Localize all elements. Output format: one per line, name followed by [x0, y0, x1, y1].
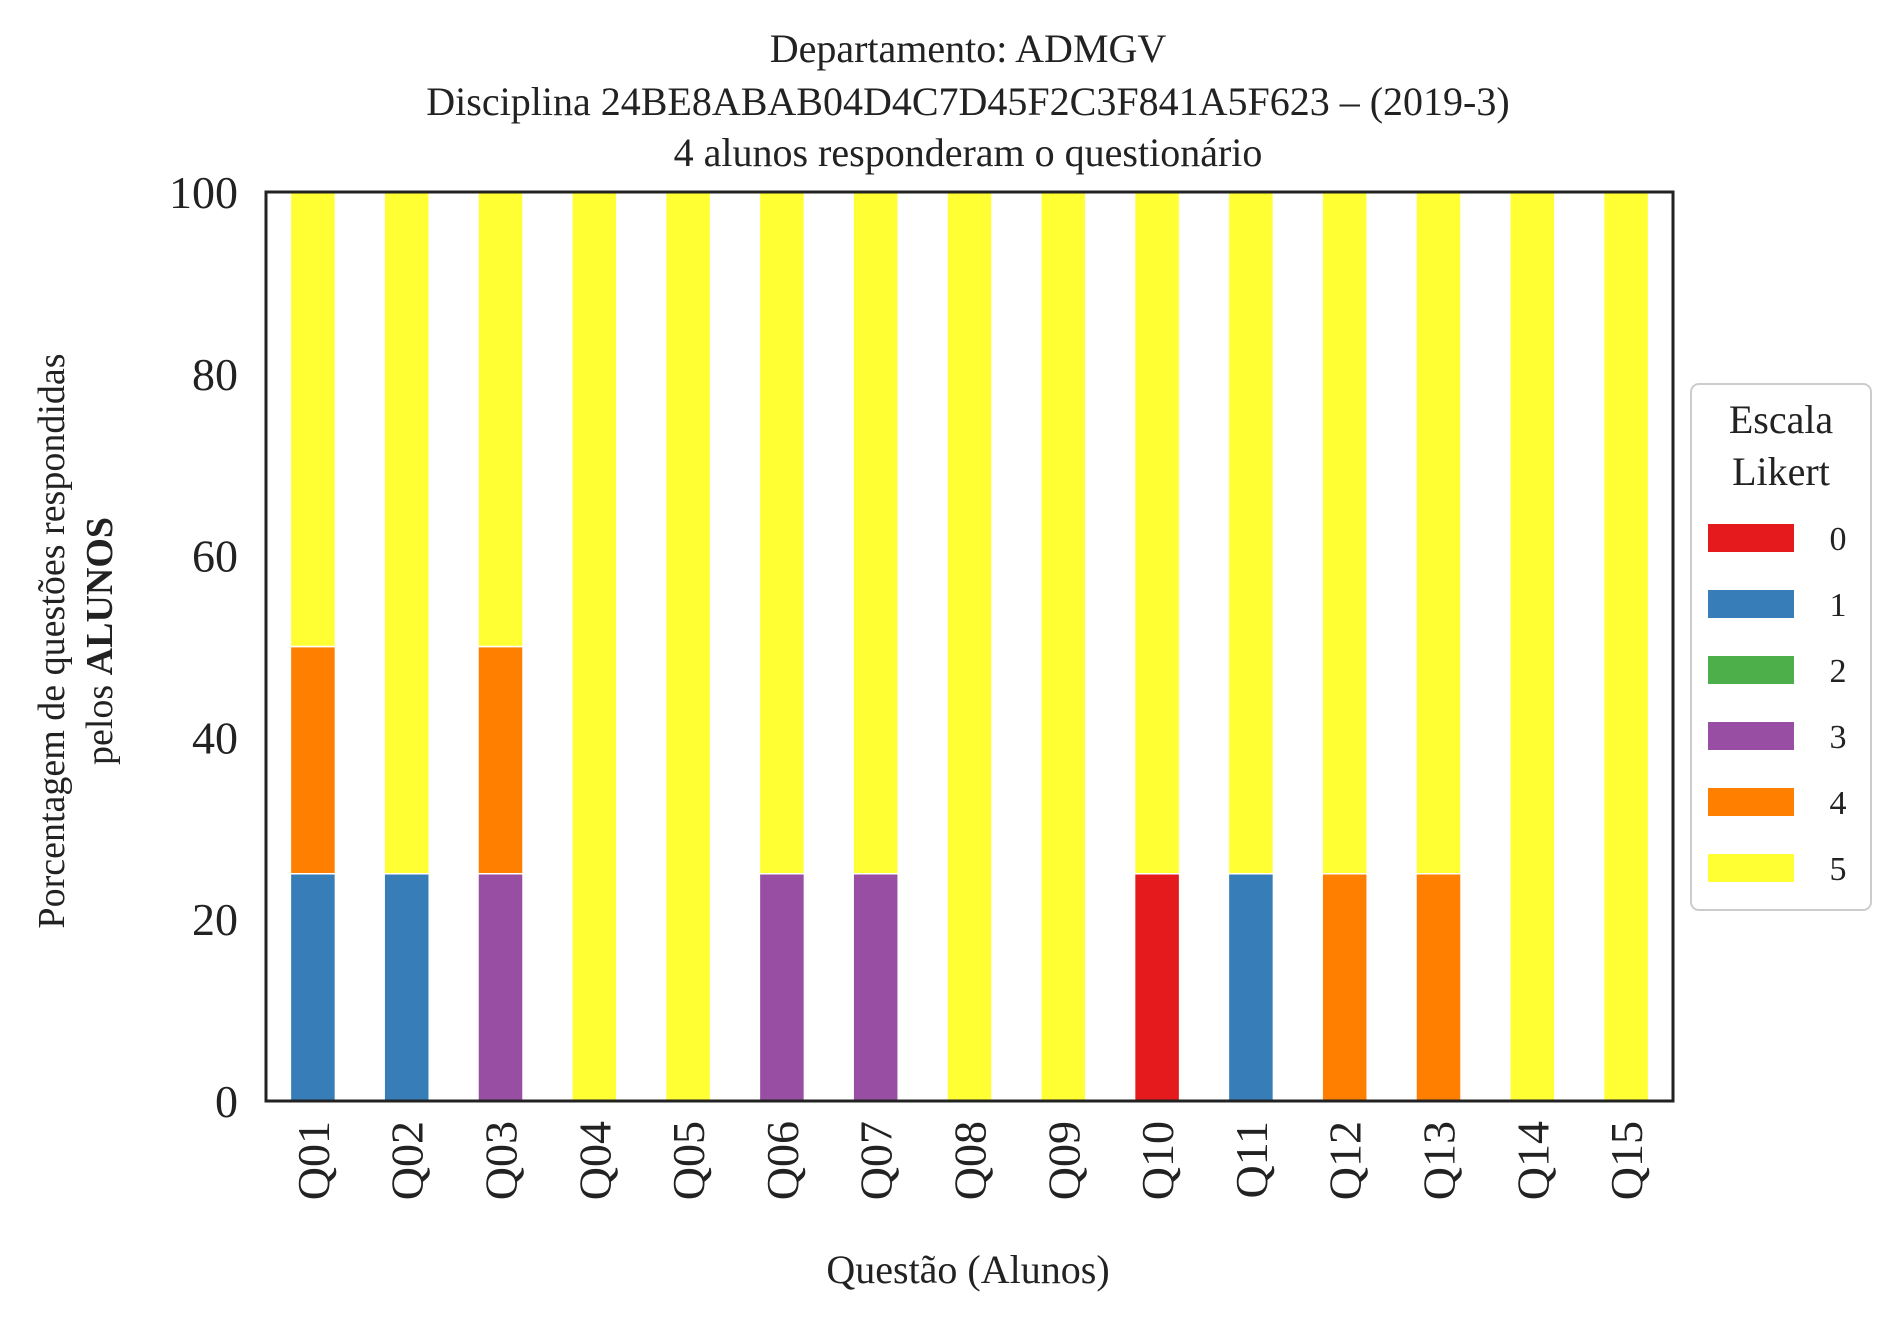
bar-segment-Q14-5: [1509, 191, 1556, 1102]
bar-segment-Q12-4: [1321, 873, 1368, 1102]
y-tick-label: 80: [192, 349, 238, 400]
legend-label-5: 5: [1830, 851, 1847, 888]
bar-segment-Q01-1: [289, 873, 337, 1102]
legend-swatch-1: [1708, 590, 1794, 618]
bar-segment-Q13-5: [1415, 191, 1462, 875]
bar-segment-Q03-5: [477, 191, 524, 648]
y-axis-label-line-2: pelos ALUNOS: [79, 517, 121, 765]
x-tick-label: Q01: [288, 1121, 339, 1200]
legend-swatch-0: [1708, 524, 1794, 552]
legend-label-1: 1: [1830, 587, 1847, 624]
legend-swatch-2: [1708, 656, 1794, 684]
bar-segment-Q03-4: [477, 645, 524, 875]
x-tick-label: Q15: [1601, 1121, 1652, 1200]
legend-label-2: 2: [1830, 653, 1847, 690]
bar-segment-Q08-5: [946, 191, 993, 1102]
y-axis-label-prefix: pelos: [79, 675, 121, 765]
bar-segment-Q02-1: [383, 873, 430, 1102]
bar-segment-Q03-3: [477, 873, 524, 1102]
title-line-1: Departamento: ADMGV: [770, 26, 1167, 71]
bar-segment-Q06-5: [758, 191, 806, 875]
x-tick-label: Q14: [1507, 1121, 1558, 1200]
legend: Escala Likert 0 1 2 3 4 5: [1690, 383, 1872, 911]
legend-swatch-3: [1708, 722, 1794, 750]
bar-segment-Q11-1: [1227, 873, 1275, 1102]
x-tick-label: Q08: [945, 1121, 996, 1200]
x-tick-label: Q11: [1226, 1121, 1277, 1199]
bar-segment-Q09-5: [1040, 191, 1087, 1102]
x-tick-label: Q07: [851, 1121, 902, 1200]
legend-items: 0 1 2 3 4 5: [1708, 521, 1847, 888]
bar-segment-Q04-5: [571, 191, 618, 1102]
bar-segment-Q01-4: [289, 645, 337, 875]
x-tick-label: Q12: [1320, 1121, 1371, 1200]
chart-title: Departamento: ADMGV Disciplina 24BE8ABAB…: [426, 26, 1509, 175]
legend-label-3: 3: [1830, 719, 1847, 756]
legend-title-line-2: Likert: [1732, 449, 1830, 494]
legend-label-4: 4: [1830, 785, 1847, 822]
legend-swatch-5: [1708, 854, 1794, 882]
x-tick-label: Q04: [569, 1121, 620, 1200]
bar-segment-Q15-5: [1602, 191, 1650, 1102]
bar-segment-Q06-3: [758, 873, 806, 1102]
x-tick-label: Q10: [1132, 1121, 1183, 1200]
title-line-2: Disciplina 24BE8ABAB04D4C7D45F2C3F841A5F…: [426, 79, 1509, 124]
y-tick-label: 100: [169, 167, 238, 218]
bars-layer: [289, 191, 1650, 1102]
title-line-3: 4 alunos responderam o questionário: [674, 130, 1263, 175]
bar-segment-Q12-5: [1321, 191, 1368, 875]
y-axis-label-line-1: Porcentagem de questões respondidas: [31, 353, 73, 928]
y-tick-label: 60: [192, 531, 238, 582]
y-axis-label: Porcentagem de questões respondidas pelo…: [31, 353, 121, 928]
bar-segment-Q13-4: [1415, 873, 1462, 1102]
y-tick-label: 0: [215, 1076, 238, 1127]
x-tick-label: Q13: [1414, 1121, 1465, 1200]
legend-frame: [1690, 383, 1872, 911]
x-tick-label: Q03: [476, 1121, 527, 1200]
legend-title-line-1: Escala: [1729, 397, 1834, 442]
x-tick-label: Q09: [1038, 1121, 1089, 1200]
x-tick-label: Q05: [663, 1121, 714, 1200]
y-axis-ticks: 0 20 40 60 80 100: [169, 167, 238, 1127]
y-tick-label: 20: [192, 894, 238, 945]
bar-segment-Q10-5: [1133, 191, 1181, 875]
bar-segment-Q05-5: [664, 191, 712, 1102]
x-tick-label: Q02: [382, 1121, 433, 1200]
bar-segment-Q07-5: [852, 191, 899, 875]
x-axis-ticks: Q01 Q02 Q03 Q04 Q05 Q06 Q07 Q08 Q09 Q10 Q11 Q12 Q13 Q…: [288, 1121, 1652, 1200]
y-axis-label-bold: ALUNOS: [79, 517, 121, 675]
y-tick-label: 40: [192, 712, 238, 763]
bar-segment-Q02-5: [383, 191, 430, 875]
legend-label-0: 0: [1830, 521, 1847, 558]
x-tick-label: Q06: [757, 1121, 808, 1200]
bar-segment-Q11-5: [1227, 191, 1275, 875]
bar-segment-Q07-3: [852, 873, 899, 1102]
bar-segment-Q01-5: [289, 191, 337, 648]
x-axis-label: Questão (Alunos): [826, 1247, 1109, 1292]
plot-frame: [264, 190, 1675, 1103]
bar-segment-Q10-0: [1133, 873, 1181, 1102]
legend-swatch-4: [1708, 788, 1794, 816]
